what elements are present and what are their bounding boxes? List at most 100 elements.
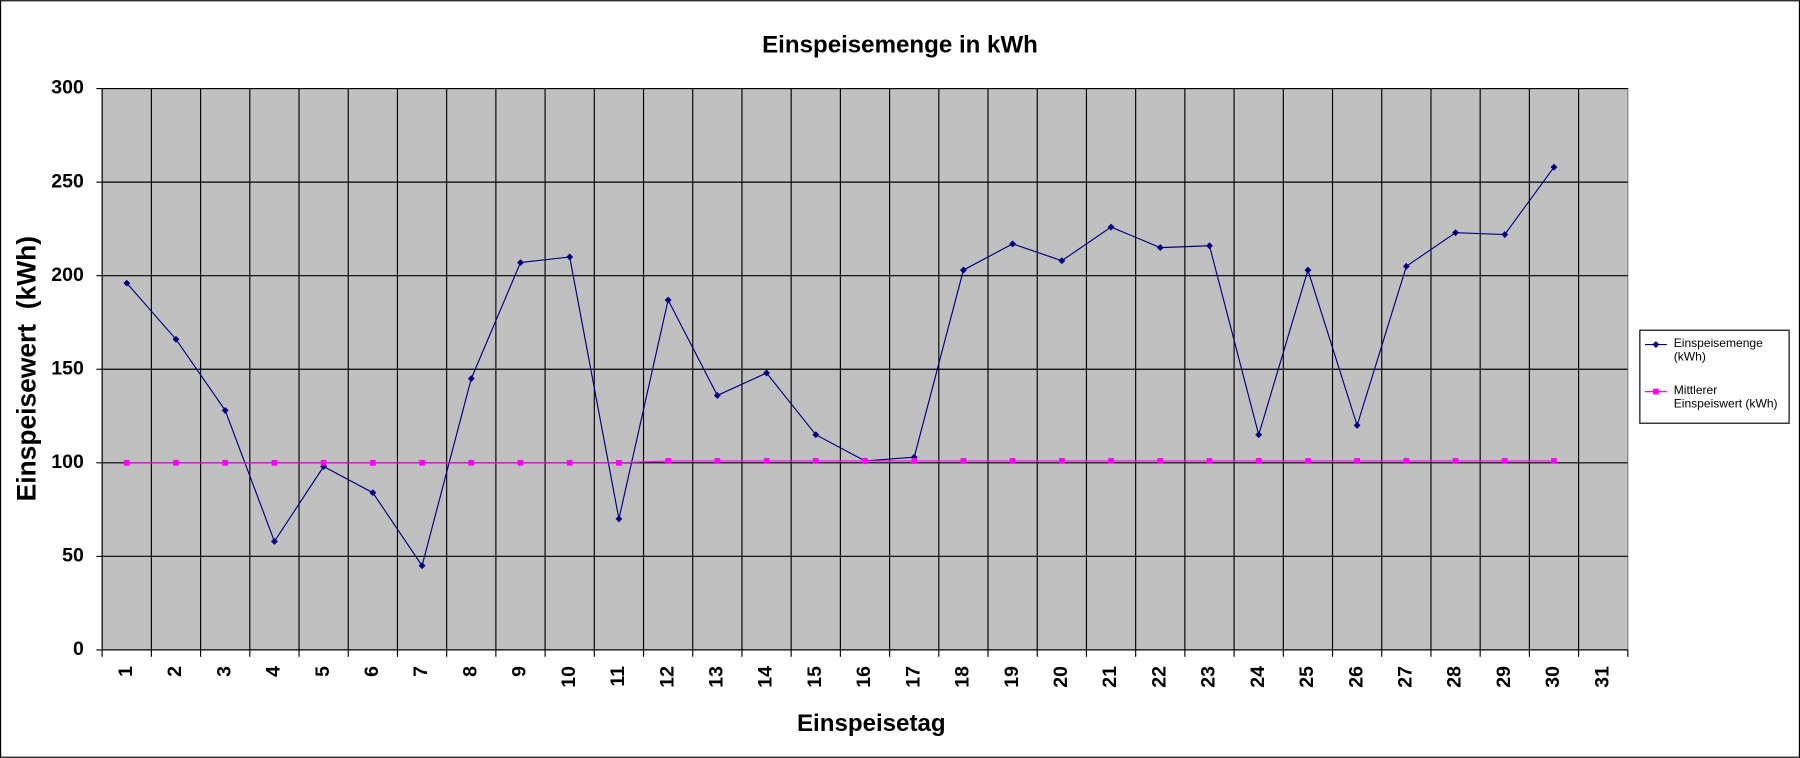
x-tick-label: 30 (1542, 666, 1564, 688)
x-tick-label: 29 (1493, 666, 1515, 688)
point (1009, 240, 1017, 248)
chart-title: Einspeisemenge in kWh (762, 31, 1038, 58)
x-tick-label: 15 (804, 666, 826, 688)
x-tick-label: 1 (115, 666, 137, 677)
y-tick-label: 300 (51, 77, 84, 99)
legend-entry: Mittlerer Einspeiswert (kWh) (1673, 383, 1778, 412)
point (1255, 458, 1262, 464)
y-tick-label: 200 (51, 264, 84, 286)
x-tick-label: 11 (607, 666, 629, 687)
point (1550, 163, 1558, 171)
legend-label: Einspeisemenge (kWh) (1673, 336, 1763, 365)
y-axis-label: Einspeisewert (kWh) (12, 236, 42, 501)
point (173, 459, 179, 466)
point (1501, 458, 1508, 464)
y-tick-label: 150 (51, 357, 84, 379)
x-tick-label: 10 (558, 666, 580, 688)
point (1551, 458, 1557, 464)
legend-entry: Einspeisemenge (kWh) (1673, 336, 1763, 365)
point (960, 458, 967, 464)
point (271, 459, 278, 466)
point (1354, 458, 1360, 464)
x-tick-label: 16 (853, 666, 875, 688)
point (714, 458, 721, 464)
x-tick-label: 17 (902, 666, 924, 688)
x-tick-label: 22 (1148, 666, 1170, 688)
x-tick-label: 4 (263, 666, 285, 677)
x-tick-label: 3 (213, 666, 235, 677)
point (1206, 242, 1213, 250)
point (320, 459, 327, 466)
x-tick-label: 9 (509, 666, 531, 677)
point (1107, 223, 1115, 231)
point (665, 458, 672, 464)
point (1157, 458, 1164, 464)
x-tick-label: 8 (459, 666, 481, 677)
x-tick-label: 5 (312, 666, 334, 677)
point (517, 459, 524, 466)
point (1156, 244, 1164, 252)
point (616, 459, 622, 466)
x-tick-label: 31 (1591, 666, 1613, 688)
point (1009, 458, 1016, 464)
legend-marker (1653, 388, 1659, 395)
x-tick-label: 20 (1050, 666, 1072, 688)
point (222, 459, 229, 466)
legend: Einspeisemenge (kWh) Mittlerer Einspeiswe… (1645, 336, 1778, 412)
y-tick-label: 0 (73, 638, 84, 660)
point (1452, 229, 1460, 237)
point (1403, 458, 1410, 464)
x-tick-label: 18 (952, 666, 974, 688)
x-axis-label: Einspeisetag (797, 710, 946, 737)
point (468, 459, 475, 466)
point (763, 458, 770, 464)
x-tick-label: 27 (1394, 666, 1416, 688)
point (713, 391, 721, 399)
point (1402, 262, 1410, 270)
legend-marker (1652, 341, 1660, 349)
x-tick-label: 19 (1001, 666, 1023, 688)
x-tick-label: 24 (1247, 666, 1269, 688)
x-tick-label: 14 (755, 666, 777, 688)
x-tick-label: 6 (361, 666, 383, 677)
point (517, 259, 524, 267)
point (1255, 431, 1263, 439)
x-tick-label: 26 (1345, 666, 1367, 688)
x-tick-label: 7 (410, 666, 432, 677)
point (1058, 257, 1066, 265)
series-line (126, 166, 1555, 568)
x-tick-label: 23 (1198, 666, 1220, 688)
x-tick-label: 21 (1099, 666, 1121, 688)
x-tick-label: 2 (164, 666, 186, 677)
x-tick-label: 12 (656, 666, 678, 688)
point (1452, 458, 1459, 464)
point (812, 458, 819, 464)
point (369, 459, 376, 466)
y-tick-label: 100 (51, 451, 84, 473)
point (1058, 458, 1065, 464)
x-tick-label: 25 (1296, 666, 1318, 688)
x-tick-label: 28 (1444, 666, 1466, 688)
point (862, 458, 868, 464)
point (1501, 231, 1509, 238)
y-tick-label: 250 (51, 170, 84, 192)
legend-box (1639, 329, 1790, 424)
point (419, 459, 425, 466)
point (566, 253, 574, 261)
point (1108, 458, 1114, 464)
point (566, 459, 573, 466)
point (812, 431, 820, 439)
point (1206, 458, 1213, 464)
point (221, 406, 229, 414)
point (911, 458, 918, 464)
y-tick-label: 50 (62, 545, 84, 567)
point (172, 335, 180, 343)
legend-label: Mittlerer Einspeiswert (kWh) (1673, 383, 1778, 412)
point (123, 459, 130, 466)
x-tick-label: 13 (706, 666, 728, 688)
point (1305, 458, 1311, 464)
series-line (126, 460, 1554, 464)
